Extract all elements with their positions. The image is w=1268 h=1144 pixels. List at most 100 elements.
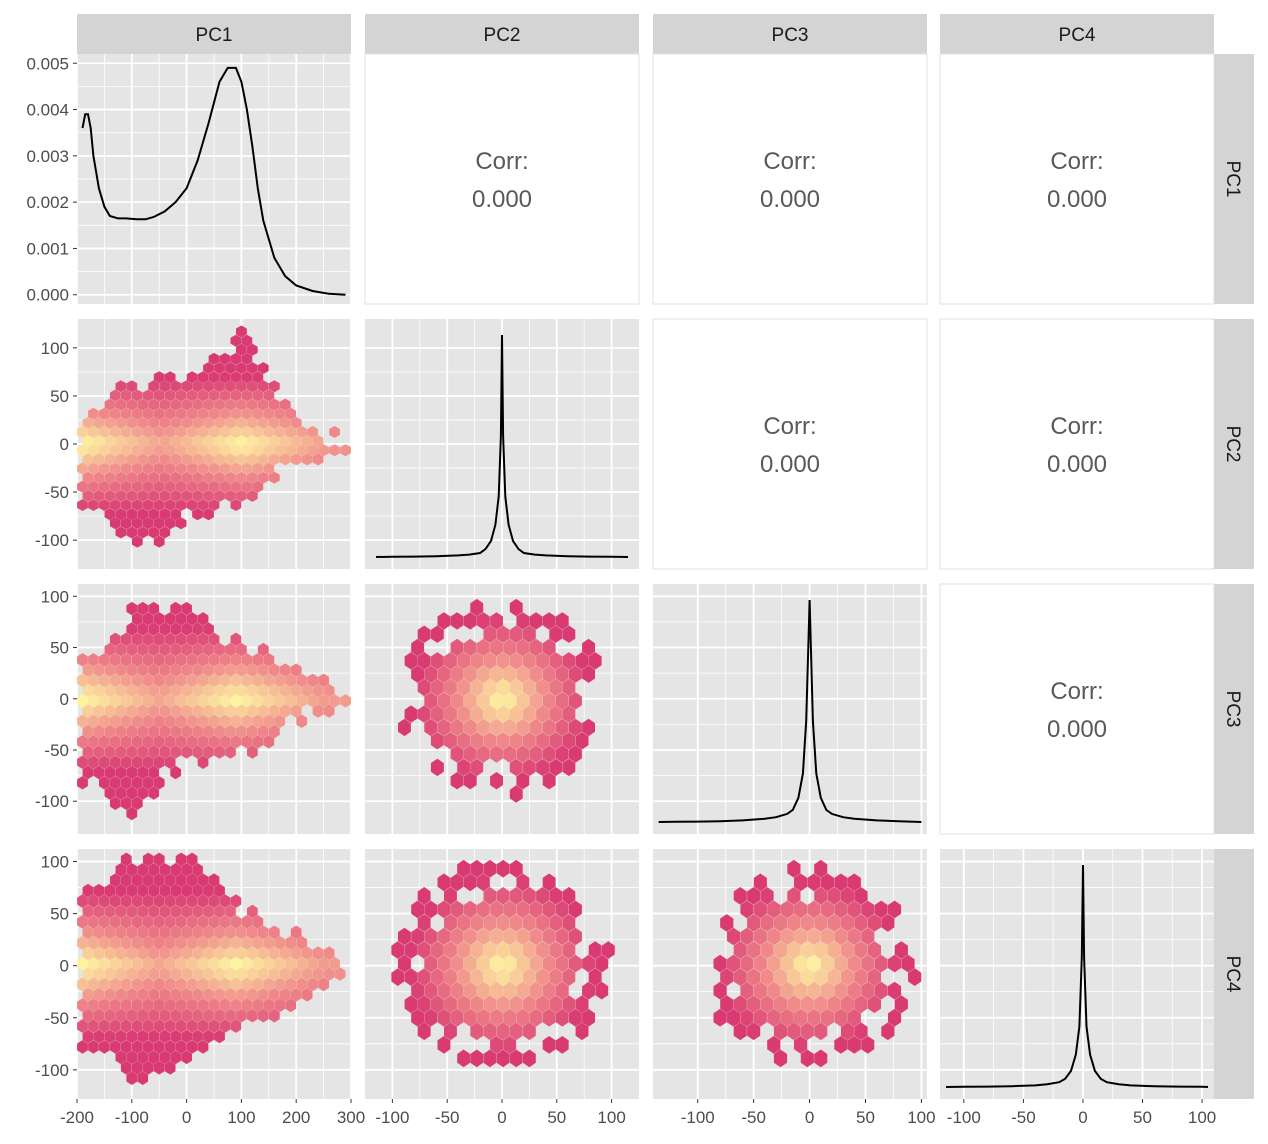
hex-bin — [496, 914, 510, 932]
hex-bin — [490, 745, 503, 763]
hex-bin — [153, 894, 165, 908]
hex-bin — [490, 665, 503, 683]
hex-bin — [230, 894, 242, 908]
hex-bin — [874, 954, 888, 973]
hex-bin — [285, 956, 297, 971]
hex-bin — [490, 612, 503, 630]
hex-bin — [82, 765, 94, 780]
hex-bin — [274, 694, 286, 708]
hex-bin — [411, 981, 425, 1000]
hex-bin — [582, 665, 595, 683]
hex-bin — [93, 1029, 105, 1044]
hex-bin — [450, 981, 464, 1000]
hex-bin — [208, 1019, 220, 1033]
hex-bin — [148, 745, 160, 759]
hex-bin — [88, 407, 99, 420]
hex-bin — [430, 732, 444, 750]
hex-bin — [417, 678, 431, 697]
hex-bin — [137, 416, 149, 429]
hex-bin — [208, 956, 220, 971]
hex-bin — [110, 977, 121, 992]
hex-bin — [77, 776, 88, 790]
hex-bin — [148, 508, 160, 521]
hex-bin — [263, 935, 275, 950]
hex-bin — [82, 925, 94, 940]
hex-bin — [252, 935, 264, 950]
y-tick-label: -50 — [44, 741, 69, 760]
hex-bin — [503, 900, 517, 919]
hex-bin — [814, 1049, 828, 1068]
hex-bin — [241, 977, 253, 992]
hex-bin — [131, 873, 143, 888]
hex-bin — [77, 935, 88, 950]
hex-bin — [740, 981, 754, 1000]
hex-bin — [437, 927, 451, 946]
hex-bin — [115, 416, 127, 429]
hex-bin — [164, 998, 176, 1013]
hex-bin — [457, 1049, 471, 1068]
hex-bin — [131, 1019, 143, 1033]
strip-label-pc4: PC4 — [1059, 25, 1096, 46]
hex-bin — [181, 490, 192, 502]
hex-bin — [807, 954, 821, 973]
hex-bin — [214, 490, 225, 502]
hex-bin — [230, 915, 242, 929]
x-tick-label: 100 — [907, 1108, 935, 1127]
hex-bin — [529, 745, 543, 763]
hex-bin — [142, 1040, 154, 1054]
hex-bin — [509, 887, 523, 905]
hex-bin — [444, 652, 457, 670]
hex-bin — [236, 490, 247, 502]
hex-bin — [247, 745, 258, 759]
hex-bin — [490, 981, 503, 1000]
hex-bin — [197, 956, 209, 971]
hex-bin — [142, 755, 154, 769]
hex-bin — [329, 956, 340, 971]
hex-bin — [894, 941, 908, 959]
hex-bin — [170, 622, 181, 636]
hex-bin — [285, 977, 297, 992]
hex-bin — [110, 632, 121, 646]
hex-bin — [82, 745, 94, 759]
hex-bin — [529, 665, 543, 683]
hex-bin — [170, 471, 181, 484]
hex-bin — [509, 859, 523, 878]
hex-bin — [104, 988, 116, 1002]
hex-bin — [120, 632, 132, 646]
strip-top-pc2 — [365, 14, 639, 54]
hex-bin — [181, 435, 192, 448]
hex-bin — [252, 371, 264, 384]
hex-bin — [126, 786, 138, 800]
hex-bin — [120, 1060, 132, 1075]
hex-bin — [203, 416, 214, 429]
hex-bin — [186, 444, 198, 457]
hex-bin — [126, 1071, 138, 1085]
hex-bin — [536, 705, 549, 723]
hex-bin — [175, 694, 187, 708]
hex-bin — [279, 398, 291, 411]
hex-bin — [153, 673, 165, 687]
hex-bin — [131, 462, 143, 475]
hex-bin — [463, 954, 477, 973]
hex-bin — [555, 927, 569, 946]
hex-bin — [450, 1008, 464, 1027]
hex-bin — [104, 416, 116, 429]
hex-bin — [888, 981, 902, 1000]
hex-bin — [197, 499, 209, 511]
hex-bin — [219, 735, 231, 749]
hex-bin — [437, 665, 451, 683]
hex-bin — [99, 935, 110, 950]
hex-bin — [164, 499, 176, 511]
hex-bin — [516, 745, 530, 763]
hex-bin — [77, 673, 88, 687]
hex-bin — [726, 954, 741, 973]
hex-bin — [203, 663, 214, 677]
hex-bin — [186, 632, 198, 646]
hex-bin — [186, 612, 198, 626]
hex-bin — [404, 652, 418, 670]
hex-bin — [296, 426, 308, 438]
hex-bin — [115, 398, 127, 411]
hex-bin — [411, 665, 425, 683]
hex-bin — [444, 914, 457, 932]
hex-bin — [186, 462, 198, 475]
